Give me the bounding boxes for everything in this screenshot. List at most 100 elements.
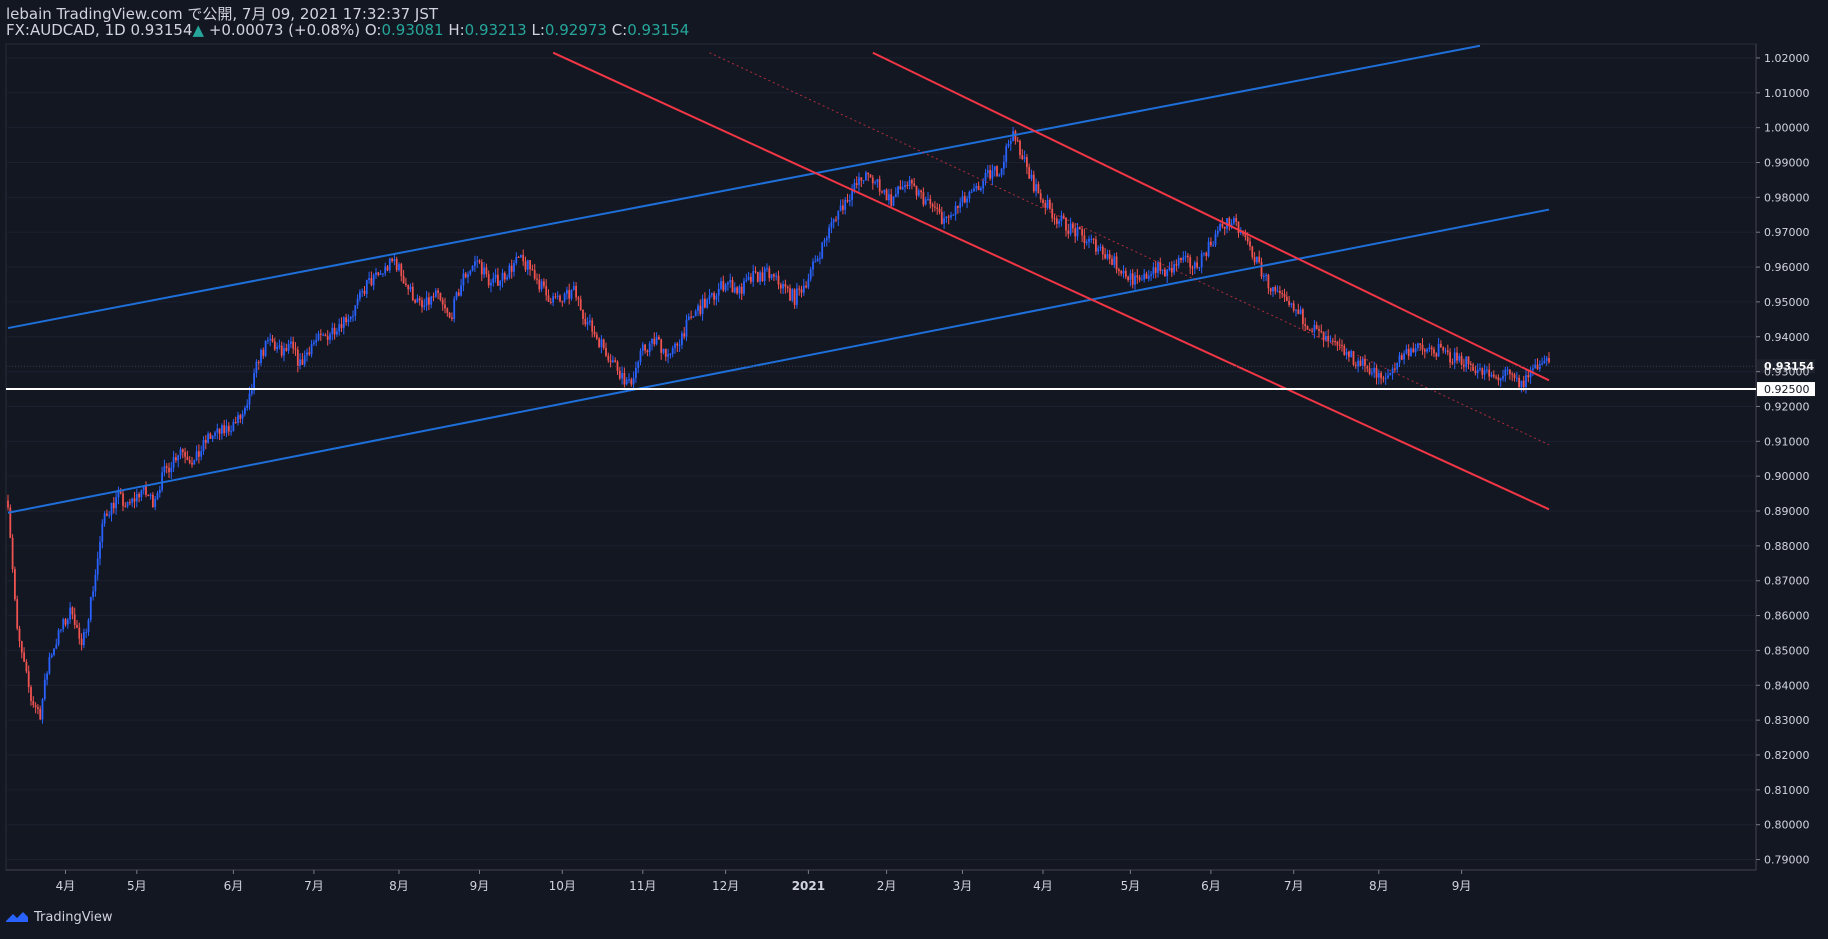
candle-body [407, 285, 410, 290]
candle-body [1051, 208, 1054, 219]
candle-body [1419, 343, 1422, 345]
candle-body [1207, 241, 1210, 257]
candle-body [382, 273, 384, 275]
candle-body [980, 188, 982, 191]
candle-body [1055, 218, 1058, 224]
candle-body [168, 467, 170, 473]
candle-body [701, 298, 704, 314]
trend-lines[interactable] [7, 44, 1550, 514]
candle-body [591, 320, 594, 332]
candle-body [800, 289, 803, 293]
horizontal-level[interactable]: 0.92500 0.93154 [6, 359, 1815, 397]
candle-body [1104, 254, 1106, 259]
last-price-label: 0.93154 [1764, 360, 1814, 373]
candle-body [740, 286, 743, 294]
price-tick-label: 0.80000 [1764, 819, 1810, 832]
candle-body [1446, 350, 1449, 353]
candle-body [1239, 231, 1242, 234]
candle-body [605, 348, 607, 356]
time-tick-label: 10月 [549, 879, 576, 893]
price-axis[interactable]: 1.02000 1.01000 1.00000 0.99000 0.98000 0.970… [1756, 52, 1810, 867]
candle-body [522, 255, 525, 262]
candle-body [917, 190, 920, 196]
candle-body [333, 327, 336, 335]
candle-body [41, 699, 44, 720]
candle-body [1276, 291, 1279, 293]
last-price: 0.93154 [130, 21, 193, 39]
candle-body [715, 295, 718, 300]
candle-body [1256, 256, 1258, 263]
candle-body [11, 537, 14, 570]
time-tick-label: 8月 [1369, 879, 1389, 893]
price-tick-label: 0.82000 [1764, 749, 1810, 762]
candle-body [786, 286, 789, 289]
candle-body [1150, 274, 1152, 276]
candle-body [48, 657, 51, 674]
candle-body [1343, 345, 1346, 355]
candle-body [1350, 351, 1353, 357]
candle-body [809, 269, 812, 280]
candle-body [418, 298, 421, 301]
candle-body [1357, 360, 1359, 367]
candle-body [998, 174, 1001, 176]
candle-body [110, 502, 113, 515]
candle-body [722, 281, 725, 291]
candle-body [952, 214, 955, 216]
candle-body [1368, 368, 1371, 374]
candle-body [439, 292, 442, 300]
candle-body [1518, 377, 1520, 388]
candle-body [1382, 378, 1385, 380]
candle-body [1085, 241, 1088, 244]
candle-body [352, 315, 354, 317]
candle-body [1297, 309, 1300, 314]
candle-body [1235, 217, 1238, 222]
candle-body [1212, 244, 1215, 246]
candle-body [828, 227, 830, 239]
candle-body [135, 494, 138, 502]
candle-body [759, 272, 761, 282]
candle-body [515, 256, 518, 264]
candle-body [354, 305, 357, 316]
candle-body [855, 183, 858, 185]
trend-line-red-upper-channel [872, 51, 1550, 382]
candle-body [1396, 362, 1399, 370]
time-axis[interactable]: 4月 5月 6月 7月 8月 9月 10月 11月 12月 2021 2月 3月 4月 5月 6月 7月 8月 9… [56, 870, 1472, 893]
candle-body [1147, 275, 1150, 279]
candle-body [959, 202, 962, 208]
candle-body [1193, 262, 1196, 269]
candle-body [662, 348, 665, 353]
candle-body [1472, 364, 1474, 371]
candle-body [984, 172, 987, 181]
candle-body [1371, 372, 1373, 374]
candle-body [1187, 255, 1189, 258]
candle-body [1453, 352, 1456, 363]
candle-body [598, 338, 600, 348]
candle-body [938, 208, 941, 213]
time-tick-label: 11月 [629, 879, 656, 893]
candle-body [1078, 227, 1081, 230]
candle-body [1124, 270, 1127, 277]
price-tick-label: 1.02000 [1764, 52, 1810, 65]
candle-body [570, 290, 573, 299]
candle-body [621, 372, 623, 379]
price-tick-label: 0.91000 [1764, 435, 1810, 448]
candle-body [1545, 357, 1548, 361]
candle-body [1373, 367, 1376, 373]
candle-body [1400, 355, 1403, 360]
time-tick-label: 7月 [1284, 879, 1304, 893]
candle-body [165, 466, 168, 468]
candle-body [885, 189, 888, 201]
price-tick-label: 0.83000 [1764, 714, 1810, 727]
candle-body [775, 275, 778, 277]
candle-body [457, 292, 460, 296]
candle-body [363, 290, 366, 294]
candle-body [260, 349, 262, 364]
candle-body [244, 408, 246, 414]
candle-body [1281, 292, 1284, 295]
candle-body [1479, 368, 1481, 370]
candle-body [1221, 223, 1224, 227]
candle-body [1375, 367, 1378, 378]
candle-body [639, 350, 642, 363]
candle-body [214, 432, 216, 436]
